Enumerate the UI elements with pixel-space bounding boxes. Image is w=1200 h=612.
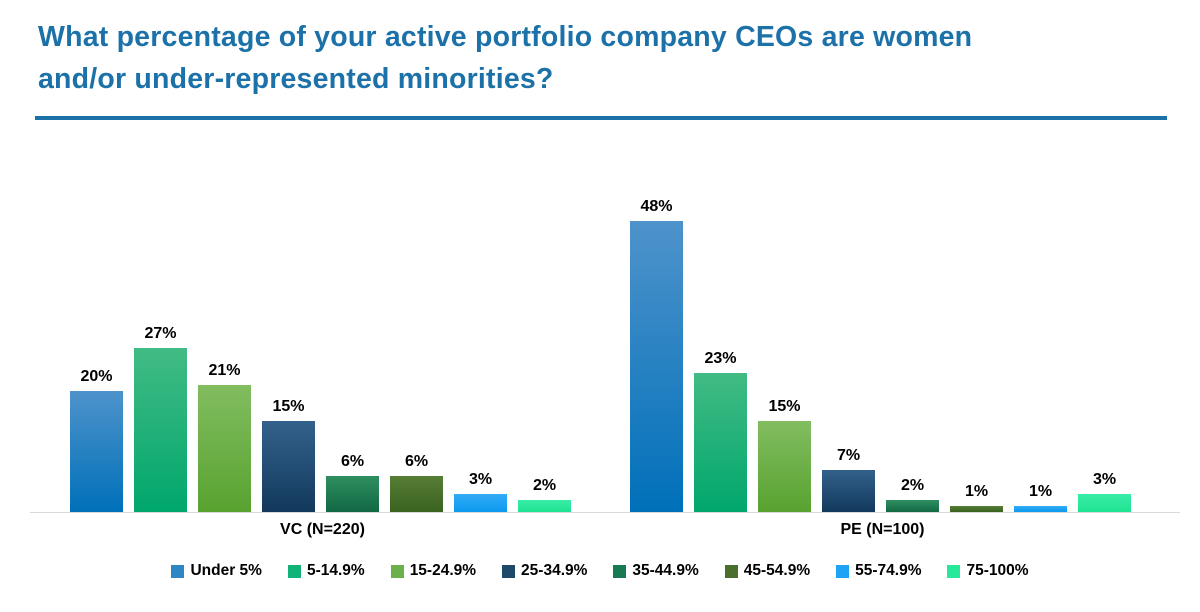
bar-35-44-9- xyxy=(326,476,379,512)
legend-label: Under 5% xyxy=(190,562,262,579)
bar-wrap-vc-7: 2% xyxy=(518,477,571,512)
x-axis-label-pe: PE (N=100) xyxy=(840,521,925,538)
bar-under-5- xyxy=(70,391,123,512)
bar-wrap-vc-1: 27% xyxy=(134,325,187,512)
bar-15-24-9- xyxy=(198,385,251,512)
chart-title-line1: What percentage of your active portfolio… xyxy=(38,21,973,53)
legend-label: 35-44.9% xyxy=(632,562,699,579)
bar-value-label: 7% xyxy=(836,447,861,464)
bar-5-14-9- xyxy=(694,373,747,512)
bar-wrap-vc-6: 3% xyxy=(454,471,507,512)
bar-value-label: 2% xyxy=(900,477,925,494)
legend-swatch-icon xyxy=(613,564,627,578)
legend-label: 75-100% xyxy=(966,562,1029,579)
bar-45-54-9- xyxy=(950,506,1003,512)
bar-value-label: 3% xyxy=(1092,471,1117,488)
chart-title-line2: and/or under-represented minorities? xyxy=(38,63,554,95)
x-axis-label-vc: VC (N=220) xyxy=(280,521,365,538)
bar-25-34-9- xyxy=(262,421,315,512)
bar-55-74-9- xyxy=(1014,506,1067,512)
bar-value-label: 3% xyxy=(468,471,493,488)
chart-legend: Under 5% 5-14.9% 15-24.9% 25-34.9% 35-44.9% 4… xyxy=(0,562,1200,580)
legend-label: 25-34.9% xyxy=(521,562,588,579)
bar-wrap-pe-0: 48% xyxy=(630,198,683,512)
bar-35-44-9- xyxy=(886,500,939,512)
bar-wrap-pe-7: 3% xyxy=(1078,471,1131,512)
bar-55-74-9- xyxy=(454,494,507,512)
legend-item-55-74-9-: 55-74.9% xyxy=(836,562,921,580)
bar-wrap-vc-5: 6% xyxy=(390,453,443,512)
bar-wrap-vc-4: 6% xyxy=(326,453,379,512)
legend-item-45-54-9-: 45-54.9% xyxy=(724,562,811,580)
title-underline xyxy=(35,116,1167,120)
bar-wrap-pe-3: 7% xyxy=(822,447,875,512)
bar-75-100- xyxy=(518,500,571,512)
bar-value-label: 23% xyxy=(704,350,737,367)
legend-item-75-100-: 75-100% xyxy=(947,562,1029,580)
bar-value-label: 1% xyxy=(964,483,989,500)
bar-wrap-pe-2: 15% xyxy=(758,398,811,512)
bar-wrap-vc-3: 15% xyxy=(262,398,315,512)
chart-title: What percentage of your active portfolio… xyxy=(38,16,1168,100)
bar-value-label: 6% xyxy=(340,453,365,470)
bar-5-14-9- xyxy=(134,348,187,512)
bar-wrap-vc-0: 20% xyxy=(70,368,123,512)
legend-item-35-44-9-: 35-44.9% xyxy=(613,562,699,580)
bar-45-54-9- xyxy=(390,476,443,512)
legend-item-15-24-9-: 15-24.9% xyxy=(390,562,477,580)
legend-swatch-icon xyxy=(502,564,516,578)
bar-value-label: 6% xyxy=(404,453,429,470)
bar-wrap-pe-4: 2% xyxy=(886,477,939,512)
bar-value-label: 15% xyxy=(768,398,801,415)
legend-label: 55-74.9% xyxy=(855,562,922,579)
legend-swatch-icon xyxy=(947,564,961,578)
bar-value-label: 2% xyxy=(532,477,557,494)
legend-item-under-5-: Under 5% xyxy=(171,562,262,580)
legend-item-25-34-9-: 25-34.9% xyxy=(502,562,587,580)
bar-25-34-9- xyxy=(822,470,875,512)
bar-value-label: 20% xyxy=(80,368,113,385)
legend-label: 15-24.9% xyxy=(409,562,477,579)
legend-label: 5-14.9% xyxy=(306,562,365,579)
bar-15-24-9- xyxy=(758,421,811,512)
legend-swatch-icon xyxy=(287,564,301,578)
legend-swatch-icon xyxy=(724,564,738,578)
legend-label: 45-54.9% xyxy=(743,562,811,579)
bar-wrap-pe-1: 23% xyxy=(694,350,747,512)
bar-wrap-vc-2: 21% xyxy=(198,362,251,512)
bar-group-vc: 20% 27% 21% 15% 6% 6% 3% 2% VC (N=220) xyxy=(70,325,575,538)
bar-group-vc-bars: 20% 27% 21% 15% 6% 6% 3% 2% xyxy=(70,325,575,512)
bar-value-label: 1% xyxy=(1028,483,1053,500)
bar-group-pe: 48% 23% 15% 7% 2% 1% 1% 3% PE (N=100) xyxy=(630,198,1135,538)
bar-value-label: 21% xyxy=(208,362,241,379)
bar-value-label: 15% xyxy=(272,398,305,415)
bar-wrap-pe-5: 1% xyxy=(950,483,1003,512)
bar-75-100- xyxy=(1078,494,1131,512)
legend-swatch-icon xyxy=(390,564,404,578)
legend-item-5-14-9-: 5-14.9% xyxy=(287,562,365,580)
bar-group-pe-bars: 48% 23% 15% 7% 2% 1% 1% 3% xyxy=(630,198,1135,512)
bar-value-label: 27% xyxy=(144,325,177,342)
bar-value-label: 48% xyxy=(640,198,673,215)
bar-chart-plot-area: 20% 27% 21% 15% 6% 6% 3% 2% VC (N=220) 48% 23% 15… xyxy=(30,160,1180,538)
bar-under-5- xyxy=(630,221,683,512)
legend-swatch-icon xyxy=(836,564,850,578)
legend-swatch-icon xyxy=(171,564,185,578)
bar-wrap-pe-6: 1% xyxy=(1014,483,1067,512)
